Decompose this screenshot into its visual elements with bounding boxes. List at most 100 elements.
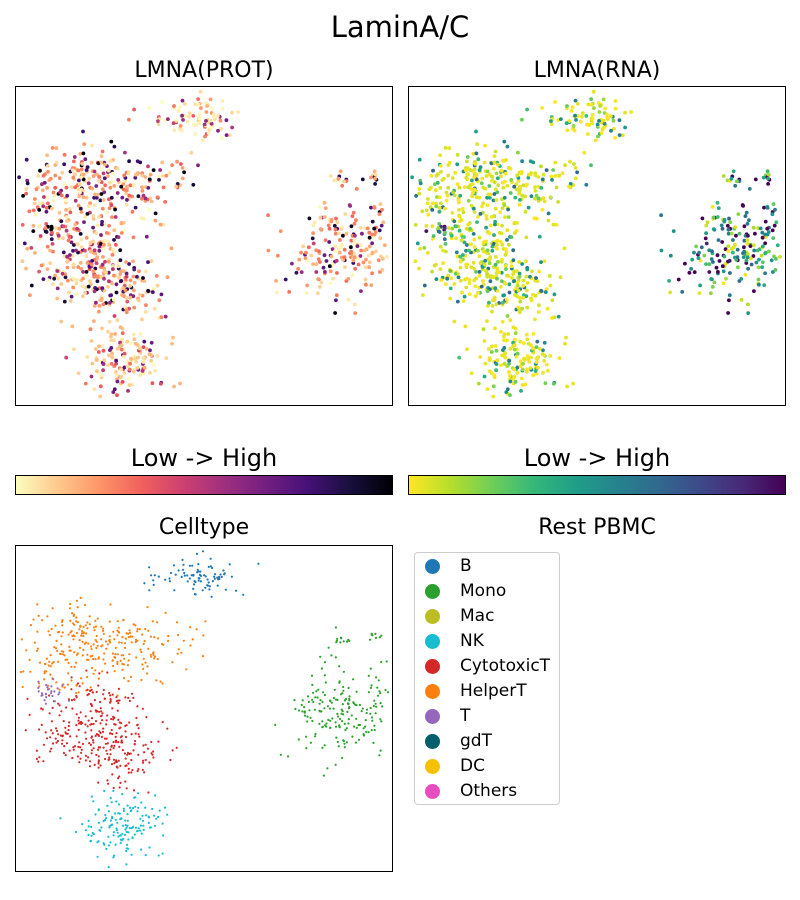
- cell-point: [741, 255, 746, 259]
- cell-point: [569, 109, 574, 113]
- cell-point: [469, 203, 474, 208]
- cell-point: [82, 625, 85, 628]
- legend-label: Mono: [460, 581, 507, 601]
- cell-point: [115, 827, 118, 830]
- cell-point: [553, 174, 558, 178]
- cell-point: [161, 185, 166, 190]
- cell-point: [115, 765, 118, 768]
- cell-point: [91, 654, 94, 657]
- cell-point: [758, 226, 763, 231]
- cell-point: [124, 271, 129, 276]
- cell-point: [333, 227, 338, 232]
- cell-point: [193, 102, 198, 107]
- cell-point: [112, 786, 115, 790]
- cell-point: [91, 217, 96, 221]
- cell-point: [191, 182, 196, 187]
- rna-scatter-panel: [408, 86, 786, 406]
- cell-point: [430, 224, 435, 229]
- cell-point: [492, 233, 496, 237]
- cell-point: [131, 837, 134, 840]
- cell-point: [136, 770, 139, 773]
- cell-point: [105, 284, 110, 289]
- cell-point: [24, 191, 29, 196]
- cell-point: [453, 170, 458, 175]
- cell-point: [141, 633, 144, 636]
- cell-point: [358, 254, 363, 258]
- cell-point: [736, 265, 740, 270]
- cell-point: [51, 607, 54, 610]
- cell-point: [149, 358, 154, 363]
- cell-point: [138, 160, 143, 165]
- cell-point: [520, 117, 524, 122]
- cell-point: [367, 235, 372, 240]
- cell-point: [69, 619, 72, 622]
- cell-point: [573, 98, 578, 103]
- cluster-t: [37, 678, 70, 705]
- cell-point: [54, 737, 57, 740]
- cell-point: [491, 384, 496, 389]
- cell-point: [740, 203, 745, 207]
- cell-point: [367, 674, 370, 677]
- cell-point: [534, 345, 539, 349]
- cell-point: [526, 341, 531, 346]
- cell-point: [118, 641, 121, 644]
- cell-point: [354, 218, 358, 223]
- cell-point: [490, 248, 495, 253]
- cell-point: [122, 173, 127, 178]
- cell-point: [143, 751, 146, 754]
- cell-point: [73, 651, 76, 654]
- cell-point: [100, 262, 105, 267]
- cell-point: [105, 847, 108, 850]
- cell-point: [211, 580, 214, 583]
- cell-point: [502, 334, 506, 339]
- cell-point: [774, 220, 779, 225]
- cell-point: [490, 179, 494, 183]
- cell-point: [100, 735, 103, 738]
- cell-point: [355, 726, 358, 729]
- cell-point: [337, 250, 342, 255]
- cell-point: [503, 171, 508, 176]
- cell-point: [202, 634, 205, 637]
- cell-point: [118, 631, 121, 634]
- cell-point: [141, 814, 144, 817]
- cell-point: [485, 169, 490, 174]
- cell-point: [311, 683, 314, 686]
- legend-label: T: [460, 706, 471, 726]
- cell-point: [70, 630, 73, 633]
- cell-point: [147, 177, 152, 182]
- cell-point: [275, 290, 279, 295]
- cell-point: [99, 764, 102, 767]
- cell-point: [101, 670, 104, 673]
- cell-point: [375, 705, 378, 708]
- cell-point: [92, 747, 95, 750]
- cell-point: [728, 271, 732, 275]
- cell-point: [100, 187, 105, 192]
- cluster-cytotoxict: [413, 203, 563, 336]
- cell-point: [197, 116, 202, 121]
- cell-point: [321, 265, 326, 270]
- cell-point: [720, 264, 725, 269]
- cell-point: [493, 206, 498, 211]
- cell-point: [340, 242, 344, 247]
- cell-point: [106, 804, 109, 807]
- cell-point: [369, 283, 374, 288]
- cell-point: [338, 724, 341, 727]
- cell-point: [103, 789, 106, 792]
- cell-point: [373, 699, 376, 702]
- cell-point: [46, 169, 50, 174]
- cell-point: [765, 169, 770, 174]
- cell-point: [475, 142, 480, 146]
- cell-point: [517, 296, 522, 300]
- cell-point: [746, 302, 750, 307]
- cell-point: [485, 387, 490, 391]
- cell-point: [224, 588, 227, 591]
- cell-point: [165, 275, 170, 280]
- cell-point: [242, 593, 245, 596]
- cell-point: [147, 207, 152, 212]
- cell-point: [55, 729, 59, 732]
- cell-point: [97, 766, 100, 769]
- cell-point: [162, 834, 165, 837]
- cell-point: [127, 636, 130, 639]
- cell-point: [81, 742, 84, 746]
- cell-point: [95, 369, 99, 374]
